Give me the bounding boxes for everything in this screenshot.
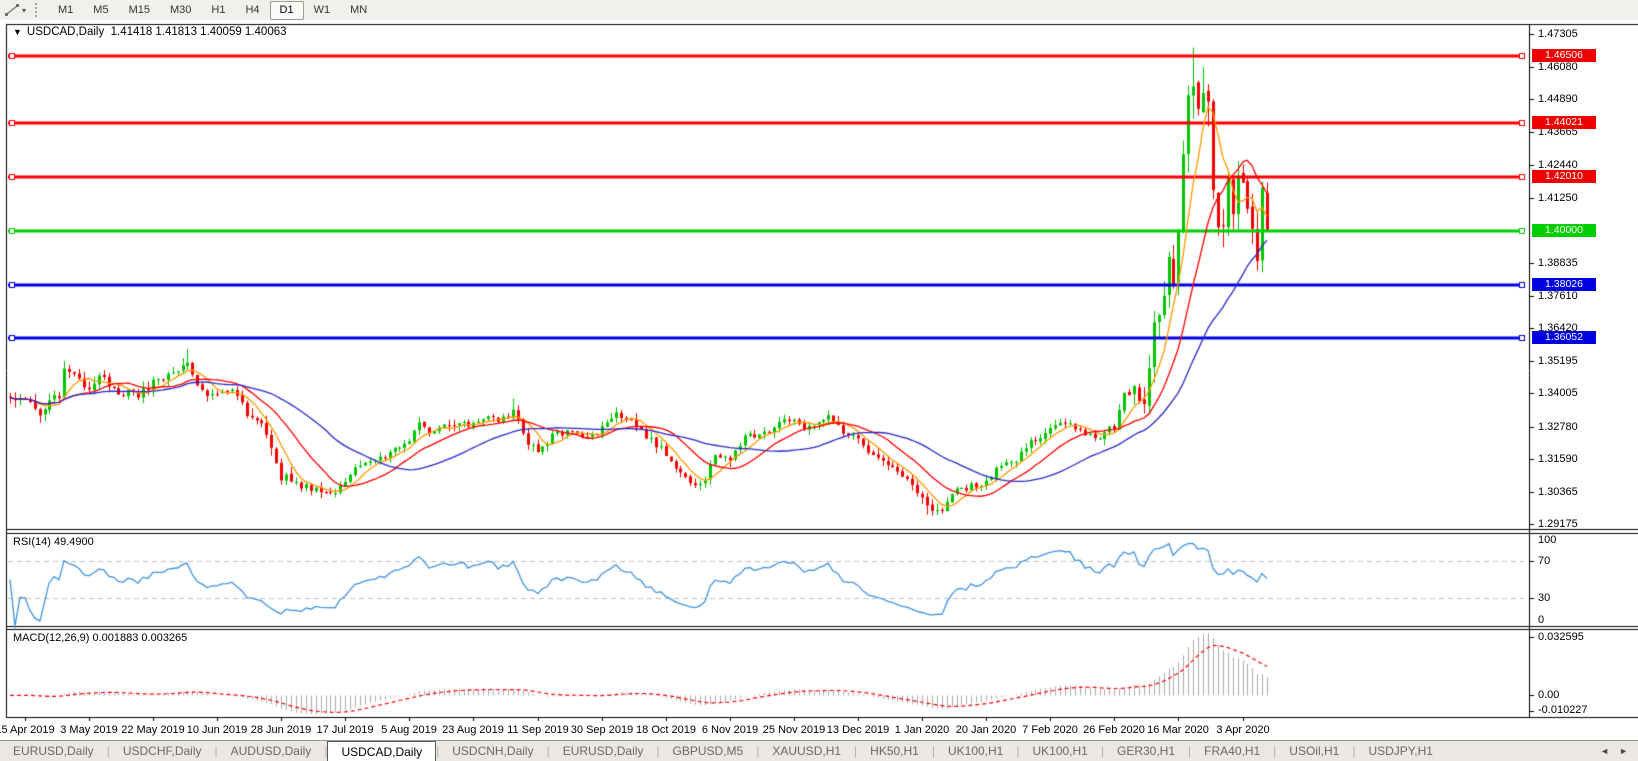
chart-tab-uk100-h1[interactable]: UK100,H1 bbox=[947, 744, 1004, 758]
chart-tab-usoil-h1[interactable]: USOil,H1 bbox=[1289, 744, 1340, 758]
chart-tab-ger30-h1[interactable]: GER30,H1 bbox=[1116, 744, 1176, 758]
chart-tab-fra40-h1[interactable]: FRA40,H1 bbox=[1204, 744, 1261, 758]
chart-tab-xauusd-h1[interactable]: XAUUSD,H1 bbox=[772, 744, 842, 758]
dropdown-caret-icon[interactable]: ▾ bbox=[22, 5, 27, 15]
tab-separator: | bbox=[546, 744, 550, 758]
tab-separator: | bbox=[324, 744, 328, 758]
tab-separator: | bbox=[1273, 744, 1277, 758]
chart-tab-eurusd-daily[interactable]: EURUSD,Daily bbox=[13, 744, 94, 758]
tab-separator: | bbox=[656, 744, 660, 758]
tab-scroll-left-icon[interactable]: ◄ bbox=[1600, 746, 1610, 756]
tab-separator: | bbox=[214, 744, 218, 758]
tab-separator: | bbox=[931, 744, 935, 758]
timeframe-button-d1[interactable]: D1 bbox=[269, 0, 304, 20]
chart-tab-usdcnh-daily[interactable]: USDCNH,Daily bbox=[452, 744, 534, 758]
tab-separator: | bbox=[756, 744, 760, 758]
price-chart-canvas[interactable] bbox=[0, 20, 1638, 740]
chart-tab-usdcad-daily[interactable]: USDCAD,Daily bbox=[327, 741, 437, 761]
chart-tabs: EURUSD,Daily | USDCHF,Daily | AUDUSD,Daily | U… bbox=[0, 741, 1590, 761]
chart-tab-usdjpy-h1[interactable]: USDJPY,H1 bbox=[1368, 744, 1433, 758]
tab-scroll-right-icon[interactable]: ► bbox=[1619, 746, 1628, 756]
tab-separator: | bbox=[1100, 744, 1104, 758]
tab-separator: | bbox=[1016, 744, 1020, 758]
tab-separator: | bbox=[106, 744, 110, 758]
timeframe-button-w1[interactable]: W1 bbox=[313, 3, 331, 16]
chart-tab-bar: EURUSD,Daily | USDCHF,Daily | AUDUSD,Daily | U… bbox=[0, 740, 1638, 761]
chart-tab-usdchf-daily[interactable]: USDCHF,Daily bbox=[122, 744, 202, 758]
chart-tab-audusd-daily[interactable]: AUDUSD,Daily bbox=[230, 744, 312, 758]
chart-tab-gbpusd-m5[interactable]: GBPUSD,M5 bbox=[672, 744, 744, 758]
timeframe-button-h1[interactable]: H1 bbox=[211, 3, 226, 16]
drawing-tools-group: ▾ bbox=[0, 3, 30, 17]
tab-separator: | bbox=[1352, 744, 1356, 758]
tab-separator: | bbox=[854, 744, 858, 758]
chart-tab-uk100-h1[interactable]: UK100,H1 bbox=[1032, 744, 1088, 758]
line-drawing-icon[interactable] bbox=[4, 3, 20, 17]
timeframe-button-m1[interactable]: M1 bbox=[58, 3, 74, 16]
toolbar: ▾ M1 M5 M15 M30 H1 H4 D1 W1 MN bbox=[0, 0, 1638, 21]
tab-separator: | bbox=[436, 744, 440, 758]
timeframe-button-m30[interactable]: M30 bbox=[169, 3, 192, 16]
timeframe-button-group: M1 M5 M15 M30 H1 H4 D1 W1 MN bbox=[48, 0, 377, 20]
timeframe-button-h4[interactable]: H4 bbox=[245, 3, 260, 16]
tab-separator: | bbox=[1188, 744, 1192, 758]
chart-window: ▼ USDCAD,Daily 1.41418 1.41813 1.40059 1.… bbox=[0, 20, 1638, 740]
timeframe-button-m5[interactable]: M5 bbox=[93, 3, 109, 16]
timeframe-button-m15[interactable]: M15 bbox=[128, 3, 150, 16]
chart-tab-eurusd-daily[interactable]: EURUSD,Daily bbox=[562, 744, 644, 758]
chart-tab-hk50-h1[interactable]: HK50,H1 bbox=[870, 744, 919, 758]
timeframe-button-mn[interactable]: MN bbox=[350, 3, 368, 16]
tab-scroll-arrows: ◄ ► bbox=[1590, 741, 1638, 761]
toolbar-grip bbox=[35, 3, 43, 17]
